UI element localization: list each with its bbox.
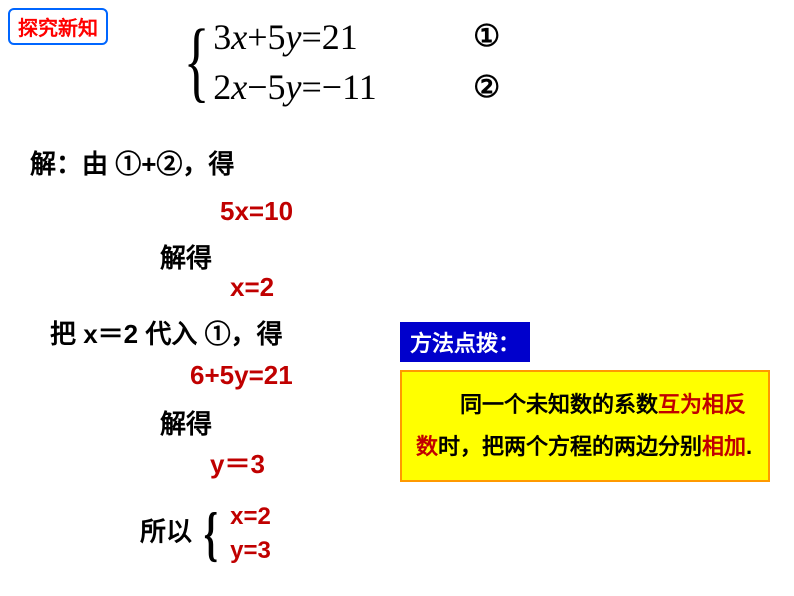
equation-1: 3x+5y=21 ①	[213, 12, 500, 62]
result-3: 6+5y=21	[190, 360, 293, 391]
tip-title: 方法点拨：	[400, 322, 530, 362]
solution-label: 所以	[140, 516, 192, 546]
eq2-coef-y: −5	[247, 67, 285, 107]
equation-system: { 3x+5y=21 ① 2x−5y=−11 ②	[175, 12, 500, 113]
step-3: 把 x＝2 代入 ①，得	[50, 314, 283, 351]
eq1-marker: ①	[473, 16, 500, 58]
step-1: 解：由 ①+②，得	[30, 144, 234, 181]
solution-y: y=3	[230, 534, 271, 568]
result-2: x=2	[230, 272, 274, 303]
tip-box: 同一个未知数的系数互为相反数时，把两个方程的两边分别相加.	[400, 370, 770, 482]
tip-red-2: 相加	[702, 434, 746, 459]
equation-lines: 3x+5y=21 ① 2x−5y=−11 ②	[213, 12, 500, 113]
solution: 所以 { x=2 y=3	[140, 500, 271, 567]
badge-explore: 探究新知	[8, 8, 108, 45]
solution-x: x=2	[230, 500, 271, 534]
eq2-marker: ②	[473, 67, 500, 109]
eq1-coef-x: 3	[213, 17, 231, 57]
eq2-coef-x: 2	[213, 67, 231, 107]
eq1-rhs: =21	[301, 17, 357, 57]
eq2-rhs: =−11	[301, 67, 376, 107]
tip-text-2: 时，把两个方程的两边分别	[438, 434, 702, 459]
solution-brace-icon: {	[204, 509, 218, 559]
step-4: 解得	[160, 404, 212, 441]
equation-2: 2x−5y=−11 ②	[213, 62, 500, 112]
step-2: 解得	[160, 238, 212, 275]
eq1-coef-y: +5	[247, 17, 285, 57]
tip-text-3: .	[746, 434, 752, 459]
brace-icon: {	[184, 17, 210, 107]
result-1: 5x=10	[220, 196, 293, 227]
result-4: y＝3	[210, 444, 265, 481]
tip-text-1: 同一个未知数的系数	[416, 392, 658, 417]
